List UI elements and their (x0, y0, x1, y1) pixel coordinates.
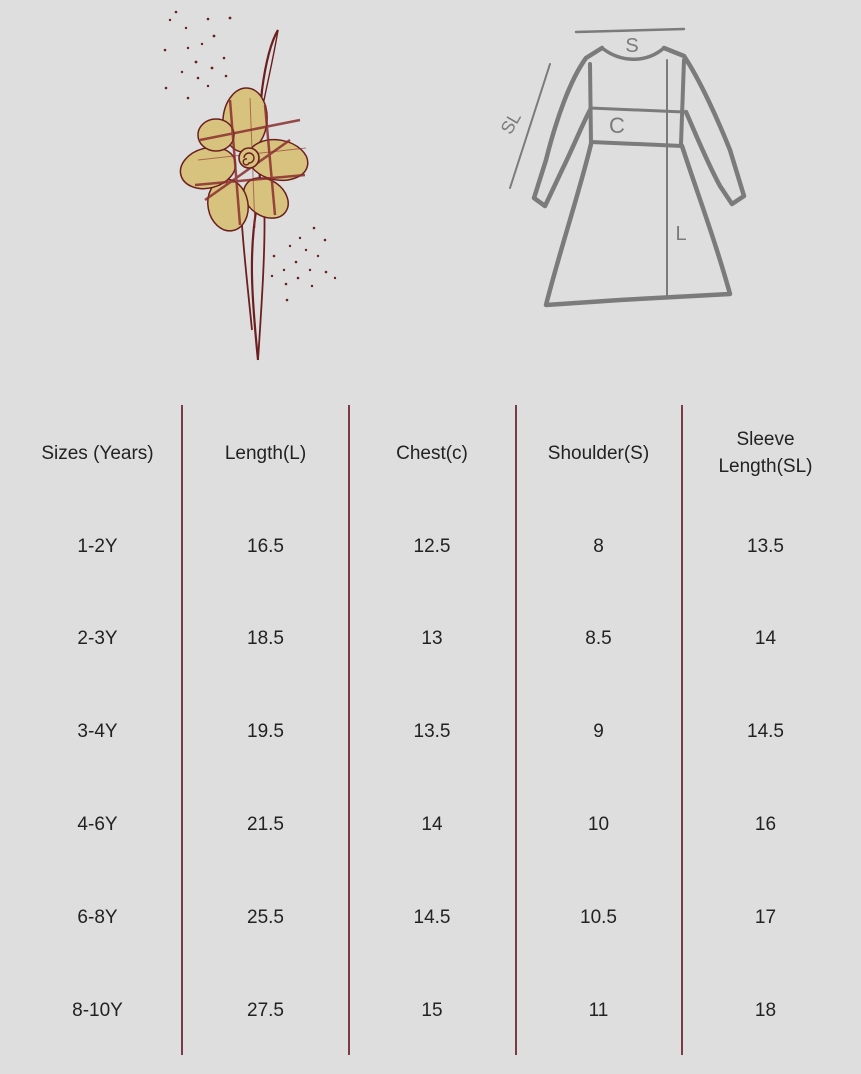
header-sleeve-line1: Sleeve (736, 429, 795, 450)
chest-cell: 13 (421, 627, 443, 649)
shoulder-cell: 9 (593, 720, 604, 742)
length-cell: 18.5 (247, 627, 284, 649)
shoulder-cell: 10.5 (580, 906, 617, 928)
length-cell: 19.5 (247, 720, 284, 742)
table-row: 6-8Y 25.5 14.5 10.5 17 (0, 887, 861, 947)
size-table: Sizes (Years) Length(L) Chest(c) Shoulde… (0, 405, 861, 1057)
sleeve-length-cell: 14 (754, 627, 777, 649)
chest-cell: 12.5 (413, 535, 451, 557)
sleeve-length-cell: 18 (754, 999, 777, 1021)
header-chest: Chest(c) (396, 442, 468, 464)
table-header-row: Sizes (Years) Length(L) Chest(c) Shoulde… (0, 423, 861, 483)
chest-cell: 13.5 (413, 720, 451, 742)
column-divider (515, 405, 517, 1055)
chest-cell: 14.5 (413, 906, 451, 928)
header-sleeve-length: Sleeve Length(SL) (683, 423, 848, 483)
table-row: 3-4Y 19.5 13.5 9 14.5 (0, 701, 861, 761)
diagram-label-chest: C (609, 113, 625, 138)
table-row: 4-6Y 21.5 14 10 16 (0, 794, 861, 854)
length-cell: 16.5 (247, 535, 284, 557)
length-cell: 21.5 (247, 813, 284, 835)
sleeve-length-cell: 16 (754, 813, 777, 835)
size-cell: 2-3Y (77, 627, 118, 649)
header-length: Length(L) (224, 442, 307, 464)
plaid-flower-icon (163, 10, 337, 361)
header-sleeve-line2: Length(SL) (718, 456, 813, 477)
header-sizes: Sizes (Years) (41, 442, 154, 464)
size-cell: 6-8Y (77, 906, 118, 928)
length-cell: 25.5 (247, 906, 284, 928)
shoulder-cell: 8 (593, 535, 604, 557)
sleeve-length-cell: 14.5 (747, 720, 784, 742)
size-cell: 8-10Y (72, 999, 123, 1021)
column-divider (681, 405, 683, 1055)
sleeve-length-cell: 17 (754, 906, 777, 928)
table-row: 8-10Y 27.5 15 11 18 (0, 980, 861, 1040)
table-row: 1-2Y 16.5 12.5 8 13.5 (0, 516, 861, 576)
table-row: 2-3Y 18.5 13 8.5 14 (0, 608, 861, 668)
size-cell: 1-2Y (77, 535, 118, 557)
size-cell: 3-4Y (77, 720, 118, 742)
size-cell: 4-6Y (77, 813, 118, 835)
header-shoulder: Shoulder(S) (547, 442, 650, 464)
diagram-label-shoulder: S (625, 35, 638, 57)
chest-cell: 14 (421, 813, 443, 835)
column-divider (348, 405, 350, 1055)
dress-measurement-diagram-icon: S C L SL (497, 27, 747, 308)
column-divider (181, 405, 183, 1055)
length-cell: 27.5 (247, 999, 284, 1021)
shoulder-cell: 10 (587, 813, 610, 835)
shoulder-cell: 11 (588, 999, 609, 1021)
shoulder-cell: 8.5 (585, 627, 612, 649)
illustration-area: S C L SL (163, 10, 747, 361)
sleeve-length-cell: 13.5 (747, 535, 784, 557)
chest-cell: 15 (421, 999, 443, 1021)
diagram-label-length: L (675, 223, 686, 245)
diagram-label-sleeve-length: SL (497, 108, 525, 137)
